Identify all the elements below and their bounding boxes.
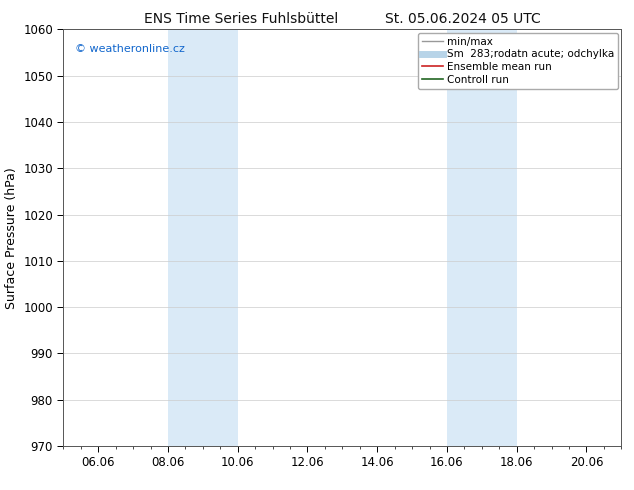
Text: St. 05.06.2024 05 UTC: St. 05.06.2024 05 UTC xyxy=(385,12,541,26)
Y-axis label: Surface Pressure (hPa): Surface Pressure (hPa) xyxy=(4,167,18,309)
Bar xyxy=(168,29,238,446)
Bar xyxy=(447,29,517,446)
Text: © weatheronline.cz: © weatheronline.cz xyxy=(75,44,184,54)
Legend: min/max, Sm  283;rodatn acute; odchylka, Ensemble mean run, Controll run: min/max, Sm 283;rodatn acute; odchylka, … xyxy=(418,32,618,89)
Text: ENS Time Series Fuhlsbüttel: ENS Time Series Fuhlsbüttel xyxy=(144,12,338,26)
